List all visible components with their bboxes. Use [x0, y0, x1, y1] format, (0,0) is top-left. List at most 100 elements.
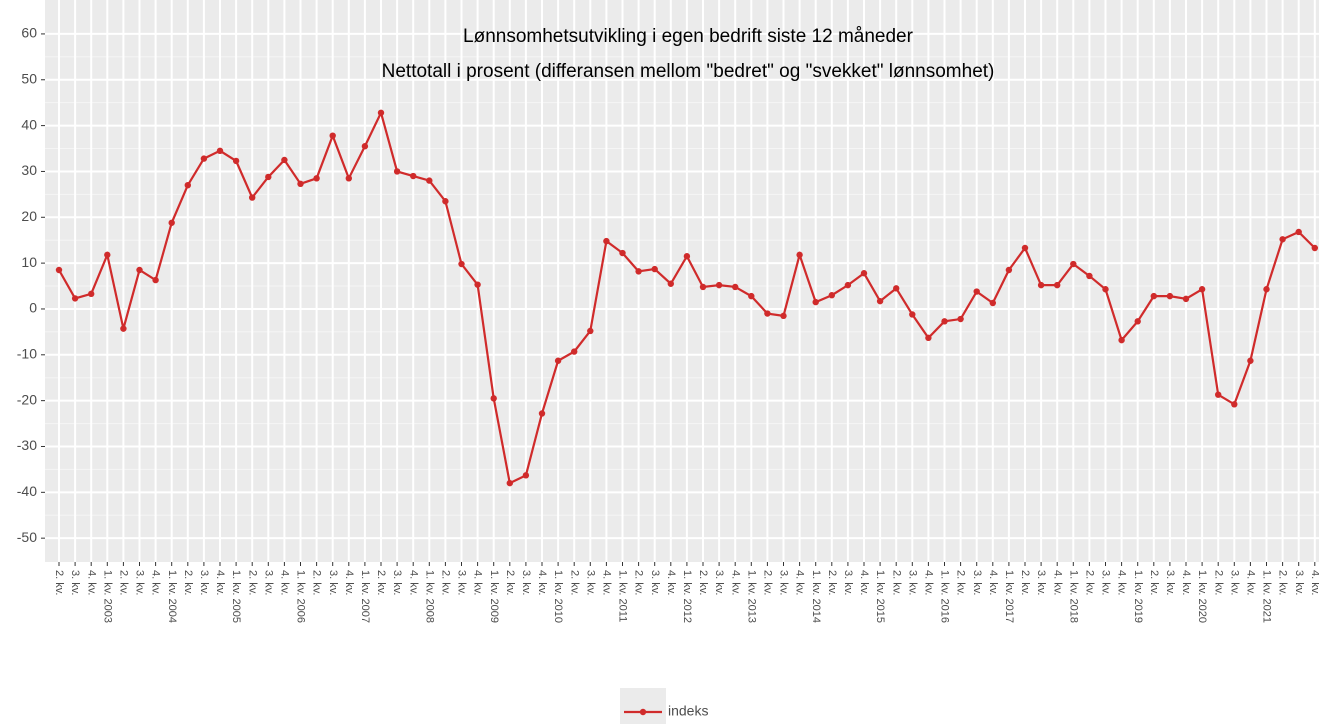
x-tick-label: 1. kv. 2006 — [295, 570, 307, 623]
point — [329, 132, 336, 139]
point — [168, 219, 175, 226]
marks — [55, 109, 1319, 487]
point — [1215, 391, 1222, 398]
x-tick-label: 2. kv. — [955, 570, 967, 595]
plot-background — [45, 0, 1319, 562]
point — [909, 311, 916, 318]
point — [780, 312, 787, 320]
point — [1311, 244, 1319, 252]
y-tick-label: 30 — [21, 162, 37, 178]
x-tick-label: 1. kv. 2020 — [1196, 570, 1208, 623]
x-tick-label: 3. kv. — [198, 570, 210, 595]
point — [297, 180, 304, 188]
x-tick-label: 4. kv. — [278, 570, 290, 595]
x-tick-label: 1. kv. 2008 — [423, 570, 435, 623]
x-tick-label: 1. kv. 2018 — [1067, 570, 1079, 623]
x-tick-label: 2. kv. — [1212, 570, 1224, 595]
point — [1279, 236, 1286, 243]
y-tick-label: 60 — [21, 25, 37, 41]
x-tick-label: 4. kv. — [1180, 570, 1192, 595]
point — [281, 156, 288, 164]
legend-point — [639, 708, 647, 716]
point — [152, 276, 159, 284]
x-tick-label: 4. kv. — [1244, 570, 1256, 595]
point — [699, 283, 707, 291]
point — [1070, 260, 1077, 268]
x-tick-label: 3. kv. — [1293, 570, 1305, 595]
x-tick-label: 2. kv. — [1277, 570, 1289, 595]
x-tick-label: 2. kv. — [568, 570, 580, 595]
x-tick-label: 3. kv. — [327, 570, 339, 595]
x-tick-label: 2. kv. — [311, 570, 323, 595]
x-tick-label: 2. kv. — [1083, 570, 1095, 595]
x-tick-label: 3. kv. — [391, 570, 403, 595]
point — [249, 194, 256, 201]
x-tick-label: 1. kv. 2013 — [745, 570, 757, 623]
x-tick-label: 4. kv. — [1116, 570, 1128, 595]
point — [1247, 357, 1254, 364]
x-tick-label: 4. kv. — [343, 570, 355, 595]
point — [828, 292, 835, 299]
point — [876, 297, 884, 305]
point — [1263, 286, 1270, 293]
x-tick-label: 4. kv. — [472, 570, 484, 595]
x-tick-label: 3. kv. — [1164, 570, 1176, 595]
legend-label: indeks — [668, 703, 708, 719]
x-tick-label: 3. kv. — [778, 570, 790, 595]
point — [989, 299, 996, 307]
point — [1037, 281, 1045, 289]
point — [587, 327, 594, 335]
point — [667, 280, 674, 287]
point — [941, 318, 948, 325]
x-tick-label: 2. kv. — [826, 570, 838, 595]
point — [1182, 295, 1190, 303]
x-tick-label: 3. kv. — [262, 570, 274, 595]
point — [812, 298, 819, 306]
point — [120, 325, 127, 332]
point — [1231, 401, 1238, 408]
x-tick-label: 3. kv. — [1228, 570, 1240, 595]
point — [538, 410, 546, 417]
x-tick-label: 3. kv. — [649, 570, 661, 595]
point — [1005, 266, 1013, 274]
y-tick-label: 10 — [21, 254, 37, 270]
point — [1134, 318, 1141, 325]
x-tick-label: 1. kv. 2007 — [359, 570, 371, 623]
point — [345, 175, 352, 182]
point — [973, 288, 980, 295]
point — [458, 260, 465, 268]
x-tick-label: 2. kv. — [182, 570, 194, 595]
x-tick-label: 2. kv. — [761, 570, 773, 595]
x-tick-label: 4. kv. — [1051, 570, 1063, 595]
x-tick-label: 2. kv. — [633, 570, 645, 595]
point — [506, 479, 513, 487]
point — [1166, 292, 1174, 300]
point — [635, 268, 642, 275]
x-tick-label: 2. kv. — [1019, 570, 1031, 595]
x-tick-label: 2. kv. — [890, 570, 902, 595]
legend: indeks — [620, 688, 708, 724]
point — [361, 143, 369, 150]
point — [925, 334, 932, 342]
x-tick-label: 3. kv. — [1100, 570, 1112, 595]
point — [748, 292, 755, 300]
point — [426, 177, 433, 184]
x-tick-label: 2. kv. — [439, 570, 451, 595]
y-tick-label: -50 — [17, 529, 37, 545]
x-tick-label: 3. kv. — [1035, 570, 1047, 595]
chart-subtitle: Nettotall i prosent (differansen mellom … — [382, 61, 995, 82]
x-tick-label: 3. kv. — [906, 570, 918, 595]
y-tick-label: -10 — [17, 346, 37, 362]
x-tick-label: 4. kv. — [922, 570, 934, 595]
point — [1198, 286, 1206, 293]
point — [715, 281, 723, 289]
x-tick-label: 4. kv. — [85, 570, 97, 595]
x-tick-label: 1. kv. 2021 — [1261, 570, 1273, 623]
x-tick-label: 1. kv. 2015 — [874, 570, 886, 623]
x-tick-label: 1. kv. 2014 — [810, 570, 822, 623]
x-tick-label: 2. kv. — [697, 570, 709, 595]
point — [104, 251, 111, 259]
x-tick-label: 4. kv. — [987, 570, 999, 595]
x-tick-label: 4. kv. — [794, 570, 806, 595]
